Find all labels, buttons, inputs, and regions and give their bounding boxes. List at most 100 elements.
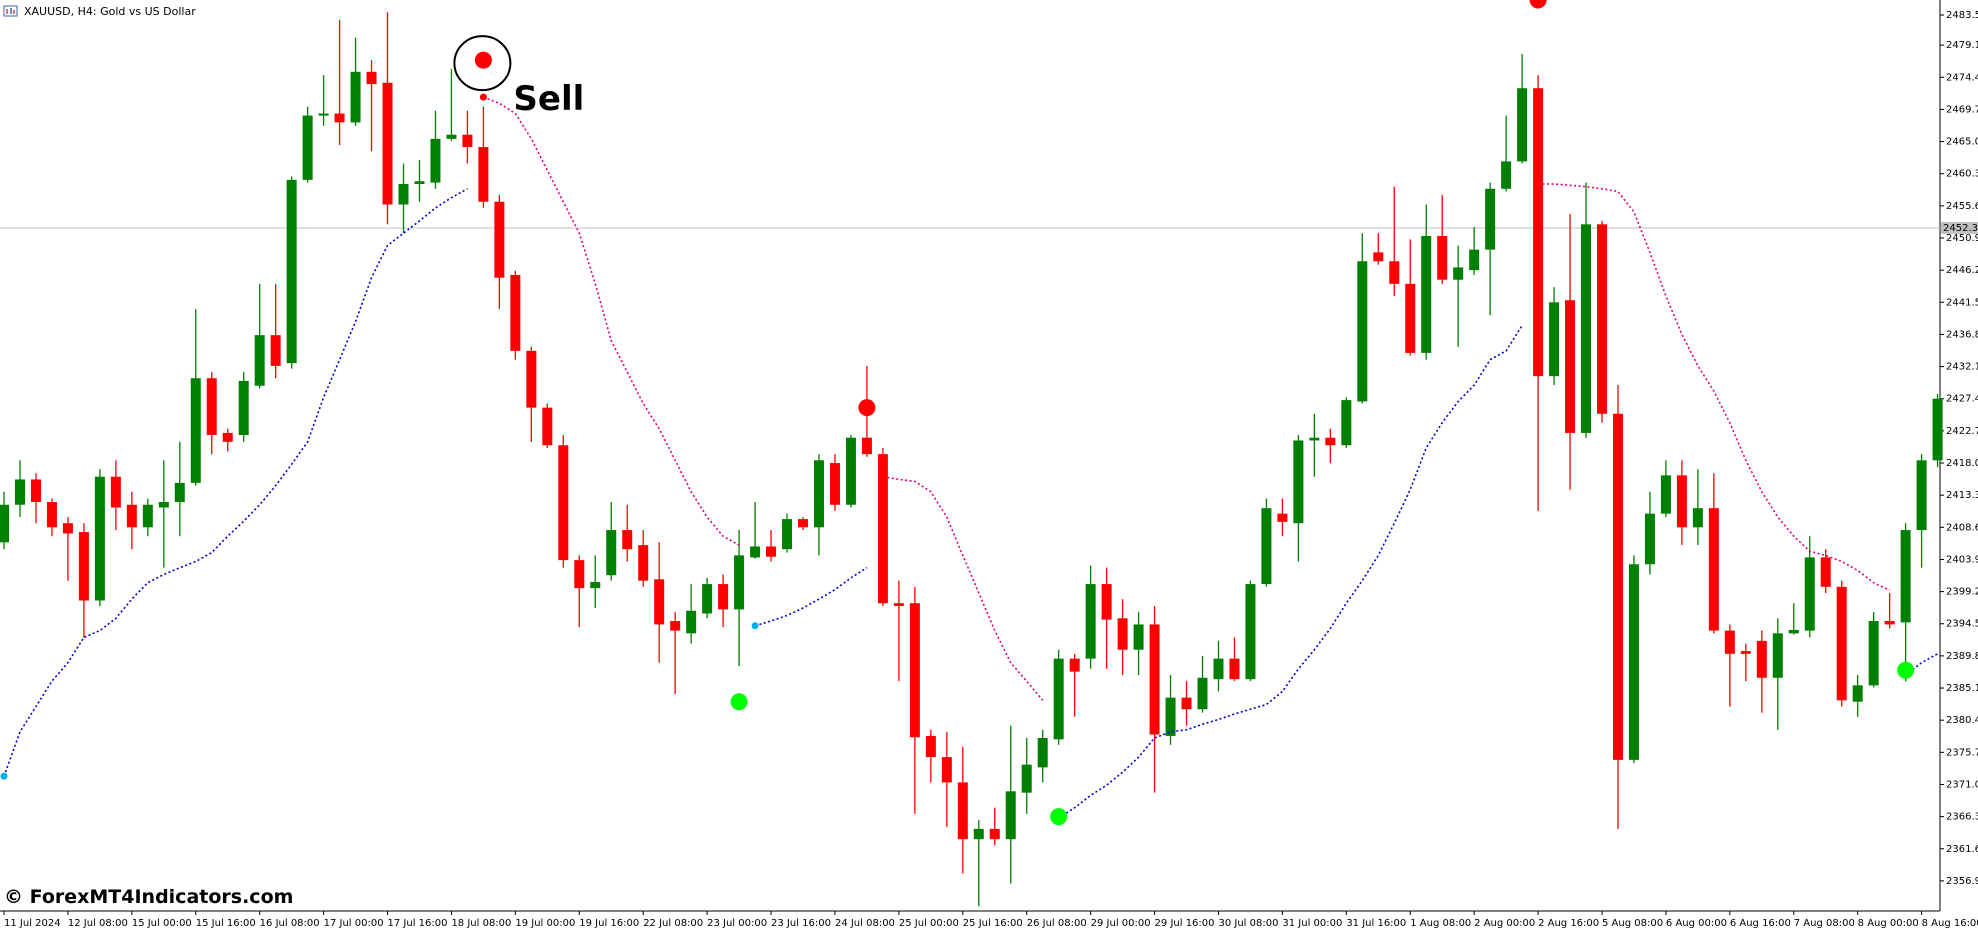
- candle-body: [382, 82, 393, 205]
- candle-body: [1341, 400, 1352, 446]
- candle-body: [622, 530, 633, 550]
- y-tick-label: 2403.90: [1946, 554, 1978, 565]
- candle-body: [893, 603, 904, 606]
- candle-body: [1021, 764, 1032, 793]
- candle-body: [1245, 584, 1256, 680]
- x-tick-label: 19 Jul 16:00: [579, 918, 639, 929]
- candle-body: [350, 71, 361, 123]
- x-tick-label: 24 Jul 08:00: [835, 918, 895, 929]
- candle-body: [1373, 252, 1384, 262]
- candle-body: [1900, 530, 1911, 623]
- candle-body: [1916, 460, 1927, 531]
- y-tick-label: 2408.60: [1946, 522, 1978, 533]
- candle-body: [590, 582, 601, 589]
- candle-body: [1533, 88, 1544, 377]
- candle-body: [1117, 618, 1128, 650]
- candle-body: [1628, 564, 1639, 760]
- x-tick-label: 12 Jul 08:00: [68, 918, 128, 929]
- candle-body: [1181, 697, 1192, 710]
- candle-body: [1293, 440, 1304, 524]
- candle-body: [494, 201, 505, 278]
- candle-body: [1740, 651, 1751, 654]
- candle-body: [1549, 302, 1560, 377]
- candle-body: [1485, 188, 1496, 250]
- candle-body: [766, 546, 777, 557]
- candle-body: [286, 179, 297, 364]
- x-tick-label: 6 Aug 16:00: [1730, 918, 1791, 929]
- y-tick-label: 2394.50: [1946, 619, 1978, 630]
- candle-body: [510, 274, 521, 351]
- candle-body: [1469, 249, 1480, 271]
- y-tick-label: 2399.20: [1946, 587, 1978, 598]
- band-line: [483, 96, 740, 546]
- candle-body: [1325, 437, 1336, 446]
- y-tick-label: 2446.20: [1946, 265, 1978, 276]
- candle-body: [1820, 557, 1831, 587]
- x-tick-label: 2 Aug 00:00: [1474, 918, 1535, 929]
- candle-body: [1037, 737, 1048, 768]
- x-tick-label: 5 Aug 08:00: [1602, 918, 1663, 929]
- candle-body: [142, 504, 153, 528]
- candle-body: [845, 437, 856, 505]
- y-tick-label: 2371.00: [1946, 779, 1978, 790]
- x-tick-label: 31 Jul 16:00: [1346, 918, 1406, 929]
- candle-body: [1852, 685, 1863, 702]
- annotation-circle: [453, 35, 512, 92]
- watermark: © ForexMT4Indicators.com: [4, 886, 293, 908]
- chart-title: XAUUSD, H4: Gold vs US Dollar: [24, 5, 196, 18]
- band-line: [1058, 325, 1523, 819]
- y-tick-label: 2366.30: [1946, 812, 1978, 823]
- y-tick-label: 2460.30: [1946, 169, 1978, 180]
- buy-signal: [1897, 661, 1915, 679]
- candle-body: [734, 555, 745, 610]
- current-price-box: [1941, 221, 1978, 234]
- candle-body: [318, 113, 329, 116]
- candle-body: [222, 432, 233, 442]
- candle-body: [1357, 261, 1368, 402]
- candle-body: [1053, 658, 1064, 740]
- candle-body: [462, 134, 473, 148]
- candle-body: [1389, 261, 1400, 284]
- candle-body: [638, 545, 649, 581]
- candle-body: [46, 502, 57, 528]
- band-line: [882, 475, 1044, 701]
- candle-body: [78, 532, 89, 601]
- candle-body: [654, 579, 665, 625]
- candle-body: [254, 335, 265, 386]
- candle-body: [973, 828, 984, 840]
- candle-body: [1277, 513, 1288, 522]
- candle-body: [957, 782, 968, 840]
- candle-body: [334, 113, 345, 123]
- x-tick-label: 19 Jul 00:00: [515, 918, 575, 929]
- candle-body: [829, 463, 840, 505]
- y-tick-label: 2469.70: [1946, 104, 1978, 115]
- candle-body: [1213, 658, 1224, 680]
- candle-body: [877, 454, 888, 604]
- x-tick-label: 8 Aug 16:00: [1922, 918, 1978, 929]
- y-tick-label: 2432.10: [1946, 362, 1978, 373]
- candle-body: [1085, 584, 1096, 659]
- candle-body: [62, 523, 73, 534]
- candle-body: [1165, 697, 1176, 736]
- x-tick-label: 25 Jul 16:00: [963, 918, 1023, 929]
- candle-body: [190, 378, 201, 483]
- candle-body: [574, 560, 585, 589]
- sell-signal: [858, 399, 876, 417]
- candle-body: [1612, 413, 1623, 760]
- candle-body: [1005, 791, 1016, 840]
- x-tick-label: 16 Jul 08:00: [260, 918, 320, 929]
- x-tick-label: 8 Aug 00:00: [1858, 918, 1919, 929]
- candle-body: [398, 183, 409, 205]
- candle-body: [1453, 267, 1464, 280]
- candle-body: [1836, 586, 1847, 701]
- x-tick-label: 17 Jul 16:00: [388, 918, 448, 929]
- candle-body: [1756, 640, 1767, 678]
- candle-body: [414, 181, 425, 184]
- candle-body: [1932, 398, 1943, 461]
- candle-body: [174, 482, 185, 503]
- candle-body: [1708, 508, 1719, 631]
- candle-body: [670, 621, 681, 631]
- candle-body: [941, 757, 952, 783]
